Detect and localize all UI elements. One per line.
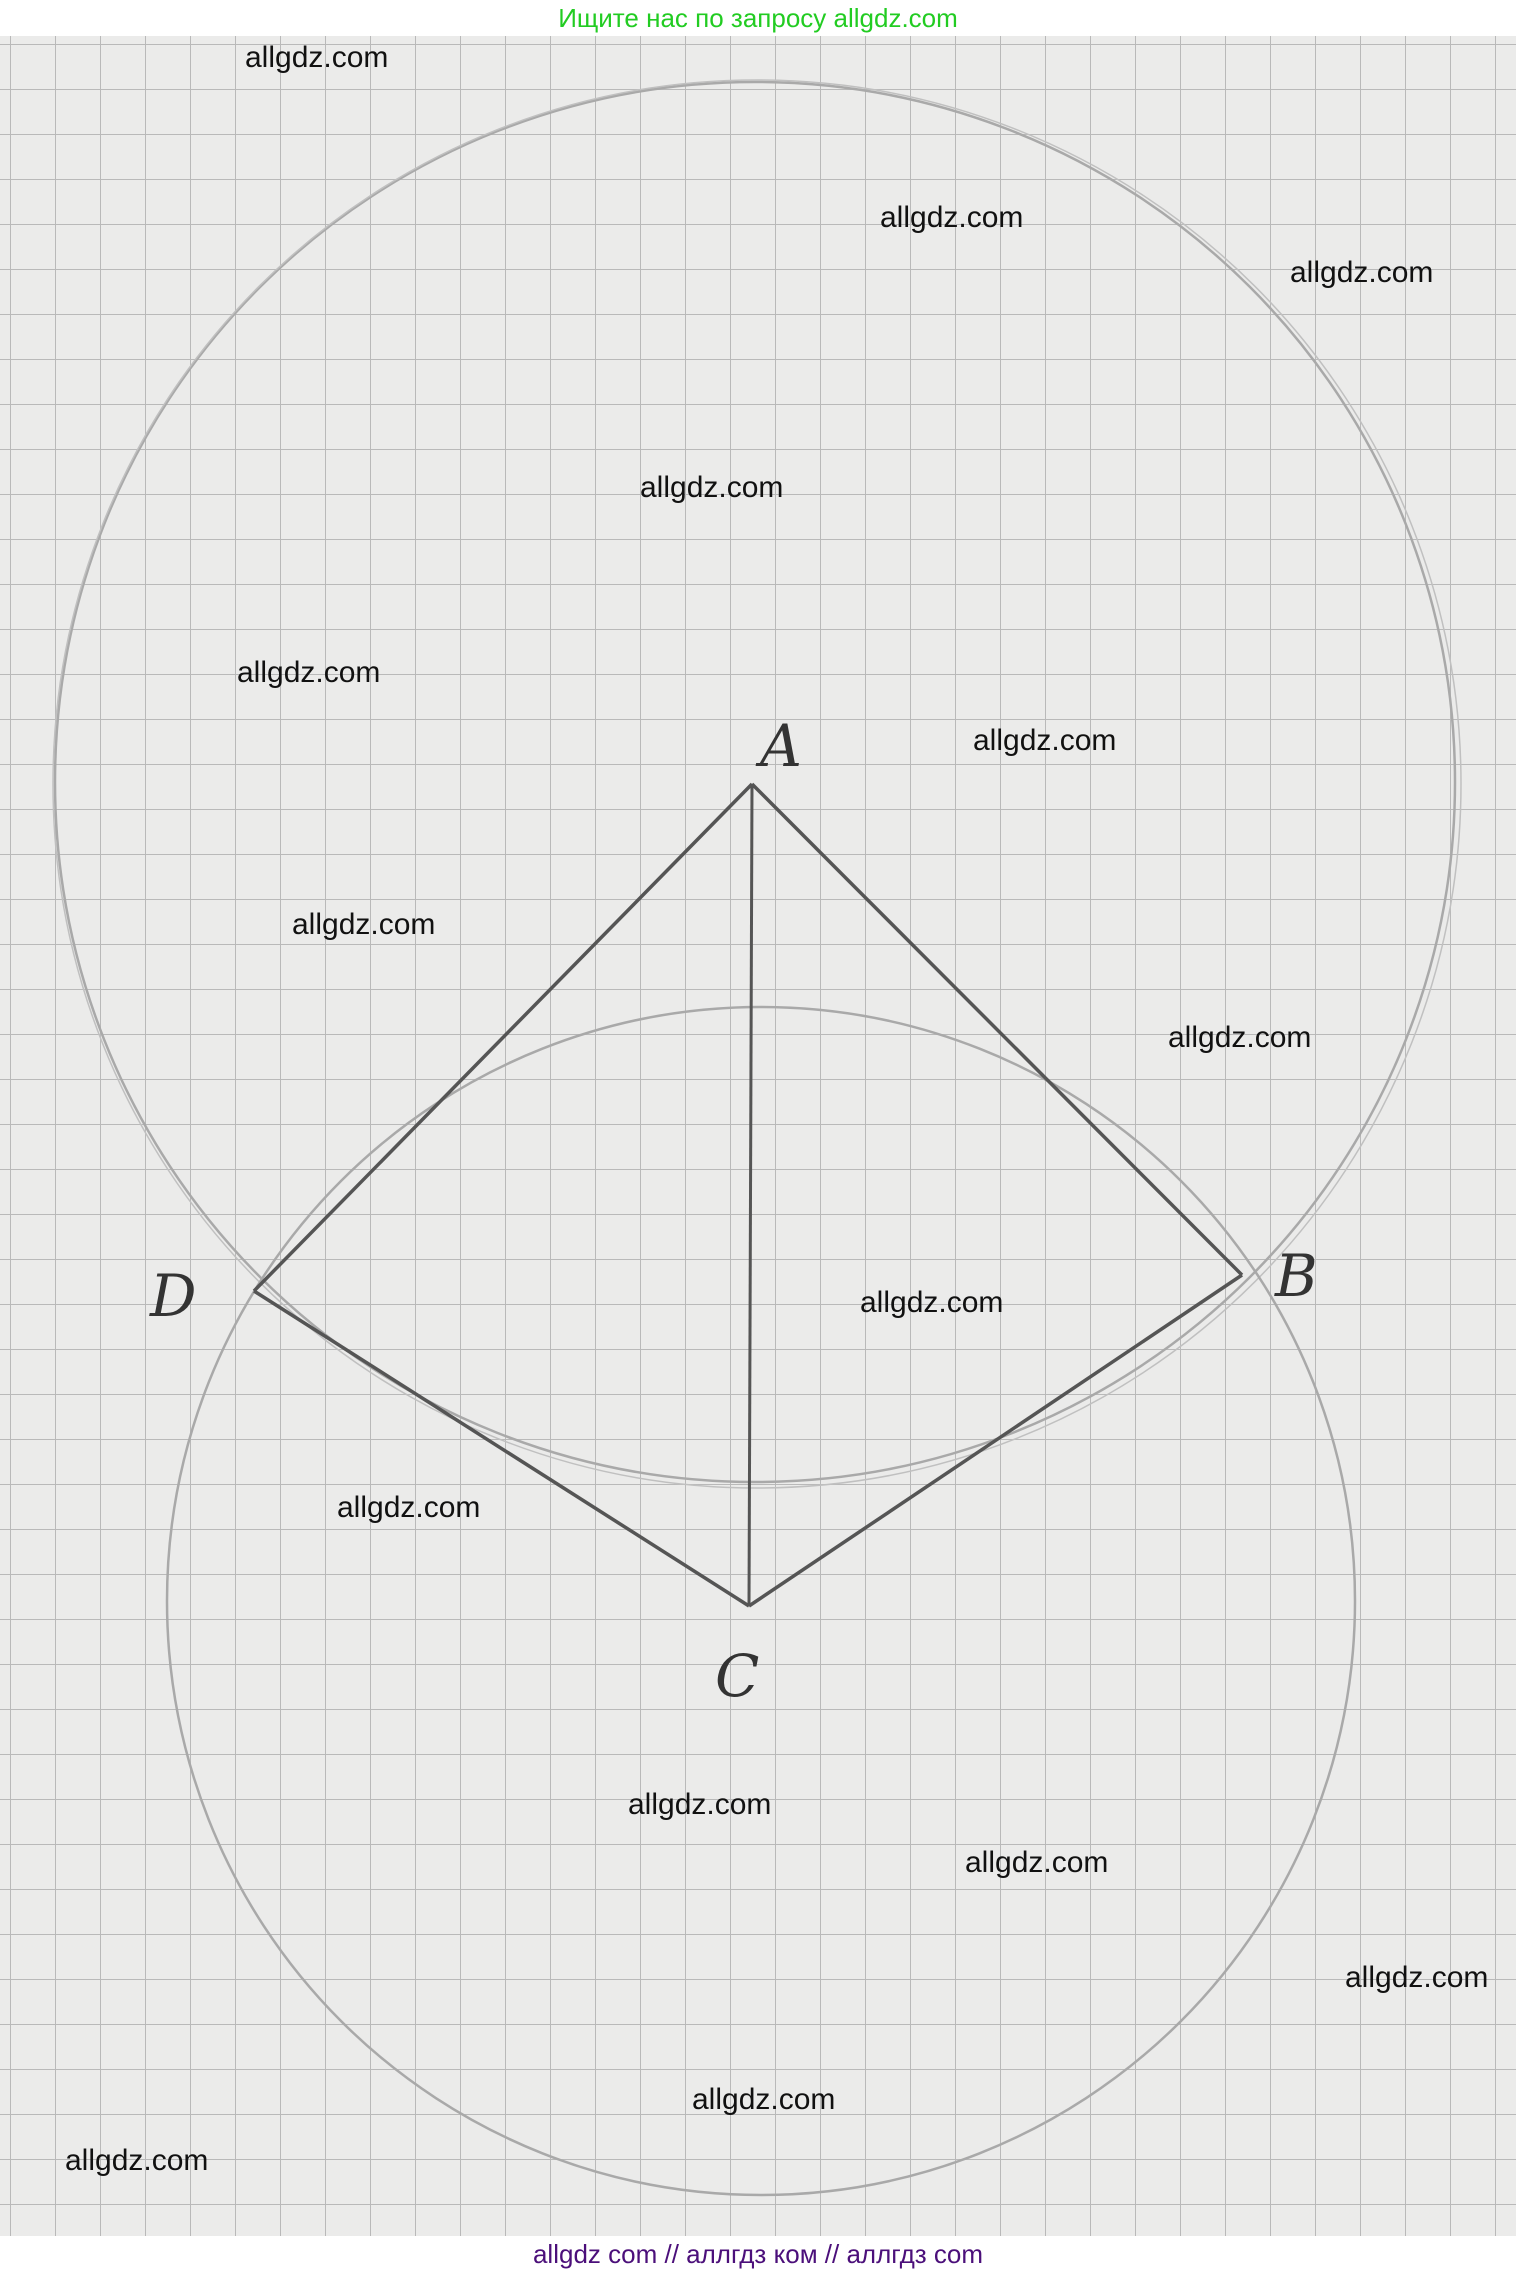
watermark: allgdz.com <box>965 1846 1109 1879</box>
bottom-banner: allgdz com // аллгдз ком // аллгдз com <box>0 2236 1516 2273</box>
notebook-photo: A B C D allgdz.com allgdz.com allgdz.com… <box>0 36 1516 2236</box>
watermark: allgdz.com <box>337 1491 481 1524</box>
watermark: allgdz.com <box>1290 256 1434 289</box>
vertex-label-b: B <box>1274 1242 1318 1310</box>
vertex-label-a: A <box>755 712 802 780</box>
circle-around-a <box>53 80 1457 1484</box>
grid-lines <box>0 36 1516 2236</box>
circle-around-c <box>165 1005 1357 2197</box>
quadrilateral-abcd <box>252 782 1244 1608</box>
geometry-drawing: A B C D <box>0 36 1516 2236</box>
watermark: allgdz.com <box>640 471 784 504</box>
watermark: allgdz.com <box>973 724 1117 757</box>
watermark: allgdz.com <box>692 2083 836 2116</box>
watermark: allgdz.com <box>292 908 436 941</box>
vertex-label-d: D <box>149 1262 197 1330</box>
diagonal-ac <box>747 783 754 1607</box>
side-da <box>252 782 754 1293</box>
circle-around-a-second-stroke <box>52 79 1462 1489</box>
vertex-label-c: C <box>715 1642 759 1710</box>
side-cd <box>253 1289 750 1608</box>
side-ab <box>750 782 1244 1277</box>
watermark: allgdz.com <box>237 656 381 689</box>
top-banner: Ищите нас по запросу allgdz.com <box>0 0 1516 36</box>
watermark: allgdz.com <box>245 41 389 74</box>
watermark: allgdz.com <box>65 2144 209 2177</box>
watermark: allgdz.com <box>1345 1961 1489 1994</box>
watermark: allgdz.com <box>880 201 1024 234</box>
watermark: allgdz.com <box>628 1788 772 1821</box>
side-bc <box>748 1273 1243 1608</box>
watermark: allgdz.com <box>1168 1021 1312 1054</box>
watermark: allgdz.com <box>860 1286 1004 1319</box>
